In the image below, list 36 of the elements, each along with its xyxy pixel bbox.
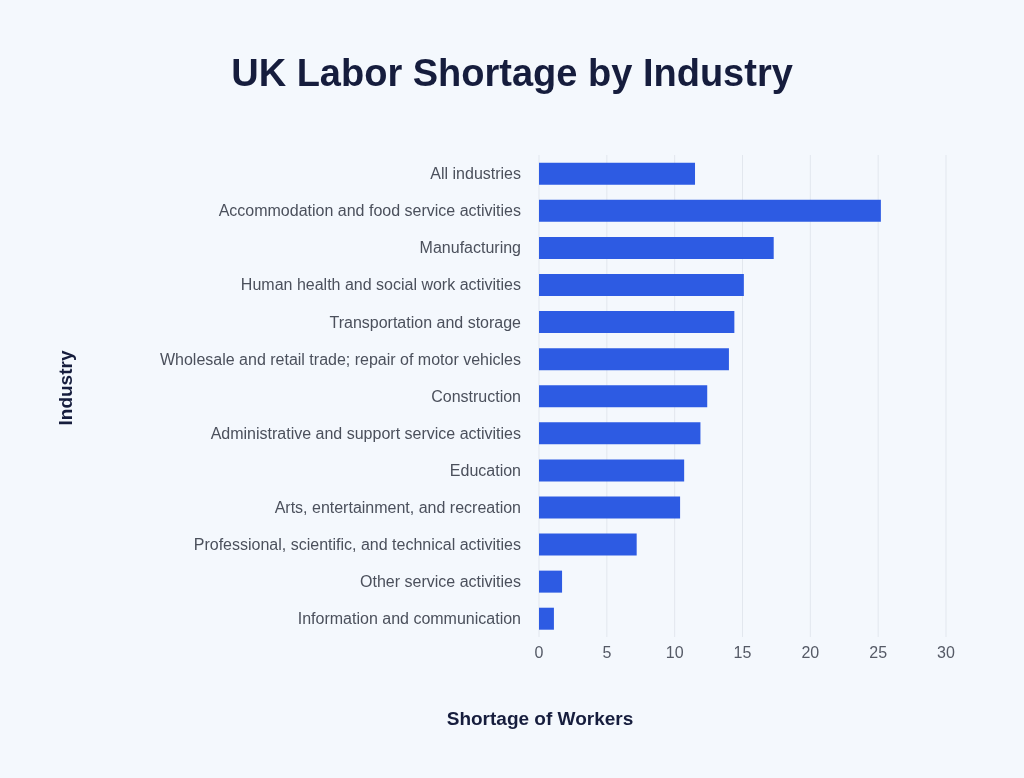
x-tick-label: 15 (733, 644, 752, 662)
y-tick-label: Education (449, 461, 521, 479)
y-tick-label: Wholesale and retail trade; repair of motor vehicles (159, 350, 521, 368)
bar (539, 533, 637, 556)
y-axis-title: Industry (55, 350, 77, 426)
y-tick-label: Arts, entertainment, and recreation (274, 498, 521, 516)
bar (539, 274, 744, 297)
chart-title: UK Labor Shortage by Industry (230, 52, 794, 95)
bar (539, 422, 701, 445)
y-tick-label: Human health and social work activities (240, 276, 521, 294)
bar (539, 385, 708, 408)
x-tick-label: 25 (869, 644, 888, 662)
bar (539, 348, 729, 371)
bar (539, 162, 696, 185)
y-tick-label: All industries (430, 165, 521, 183)
y-tick-label: Transportation and storage (329, 313, 522, 331)
bar (539, 311, 735, 334)
bar (539, 199, 881, 222)
y-tick-label: Professional, scientific, and technical activities (193, 535, 521, 553)
bar (539, 459, 685, 482)
x-tick-label: 30 (937, 644, 955, 662)
y-tick-label: Other service activities (360, 573, 521, 591)
y-tick-label: Construction (431, 387, 521, 405)
x-axis-title: Shortage of Workers (445, 708, 635, 730)
bar (539, 496, 681, 519)
y-tick-label: Manufacturing (419, 239, 521, 257)
y-tick-label: Information and communication (297, 610, 521, 628)
x-tick-label: 0 (534, 644, 544, 662)
bar (539, 236, 774, 259)
bar (539, 570, 563, 593)
y-tick-label: Administrative and support service activities (210, 424, 521, 442)
x-tick-label: 5 (602, 644, 612, 662)
x-tick-label: 10 (665, 644, 684, 662)
x-tick-label: 20 (801, 644, 820, 662)
y-tick-label: Accommodation and food service activities (218, 202, 521, 220)
bar (539, 607, 554, 630)
